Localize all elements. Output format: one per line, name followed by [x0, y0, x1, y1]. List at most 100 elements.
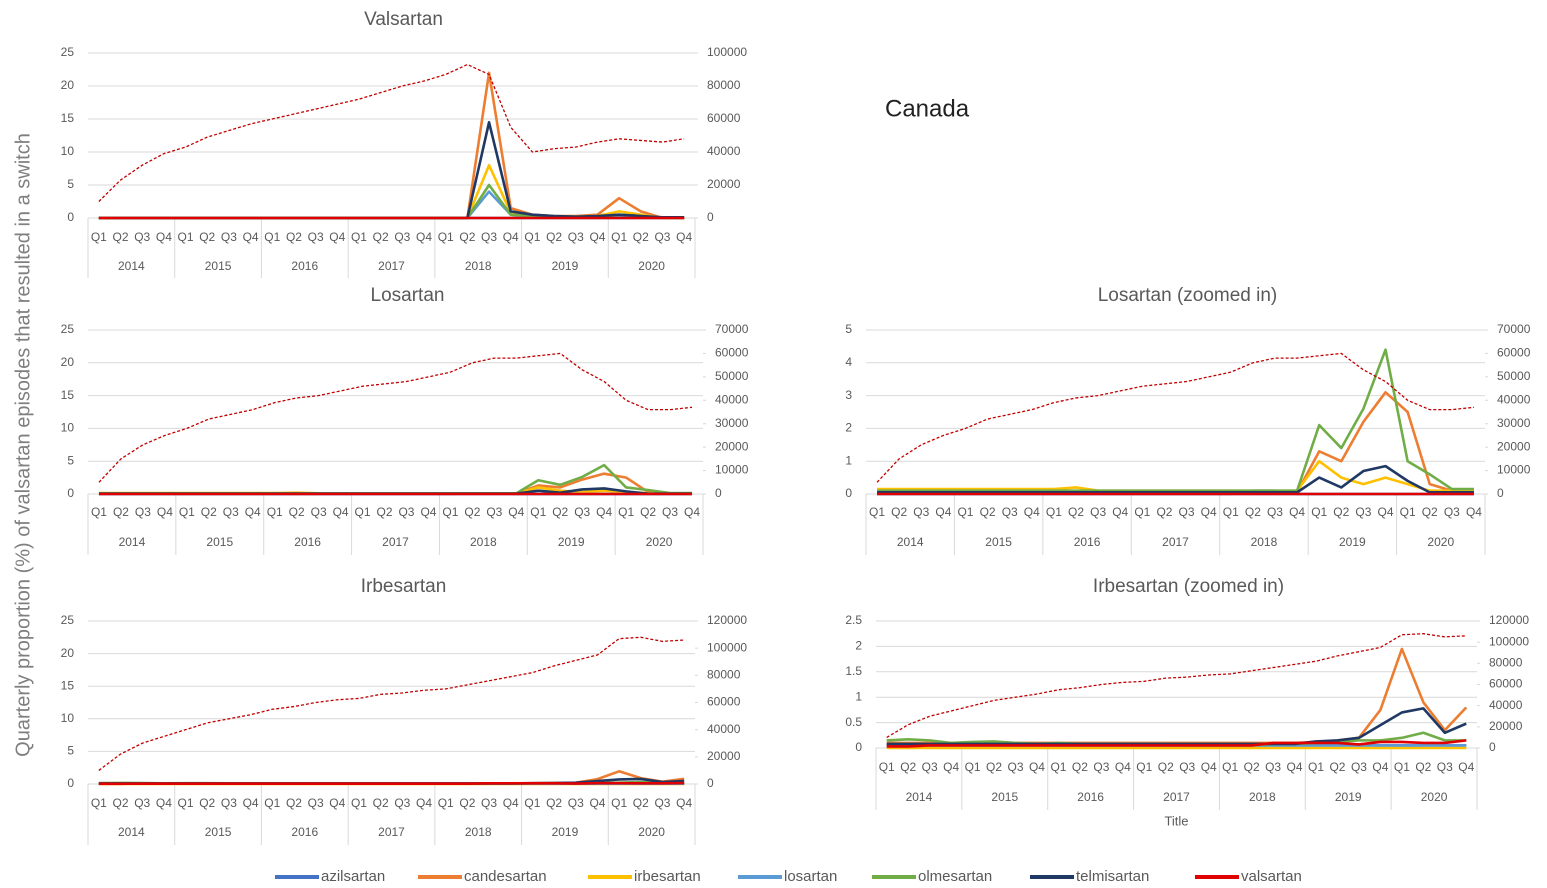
x-tick-label: Q1: [611, 230, 627, 244]
x-tick-label: Q1: [355, 505, 371, 519]
legend-label: valsartan: [1241, 868, 1302, 885]
y-tick-label: 5: [67, 453, 74, 467]
year-label: 2016: [291, 825, 318, 839]
x-tick-label: Q4: [1372, 760, 1388, 774]
y2-tick-label: 20000: [707, 177, 741, 191]
x-tick-label: Q4: [503, 230, 519, 244]
x-tick-label: Q2: [464, 505, 480, 519]
year-label: 2016: [1077, 790, 1104, 804]
year-label: 2015: [205, 825, 232, 839]
x-tick-label: Q1: [869, 505, 885, 519]
x-tick-label: Q1: [179, 505, 195, 519]
x-tick-label: Q2: [459, 796, 475, 810]
year-label: 2014: [118, 825, 145, 839]
y2-tick-label: 0: [1497, 486, 1504, 500]
y-tick-label: 10: [61, 711, 75, 725]
year-label: 2020: [646, 535, 673, 549]
x-tick-label: Q3: [1355, 505, 1371, 519]
x-tick-label: Q4: [503, 796, 519, 810]
x-tick-label: Q3: [1002, 505, 1018, 519]
year-label: 2020: [1427, 535, 1454, 549]
y2-tick-label: 0: [715, 486, 722, 500]
y2-tick-label: 60000: [1489, 677, 1523, 691]
y2-tick-label: 70000: [1497, 322, 1531, 336]
y2-tick-label: 40000: [1497, 392, 1531, 406]
x-tick-label: Q2: [1068, 505, 1084, 519]
x-tick-label: Q1: [1046, 505, 1062, 519]
x-tick-label: Q3: [308, 230, 324, 244]
year-label: 2019: [552, 259, 579, 273]
x-tick-label: Q1: [957, 505, 973, 519]
x-tick-label: Q1: [351, 230, 367, 244]
x-tick-label: Q3: [1265, 760, 1281, 774]
x-tick-label: Q4: [1466, 505, 1482, 519]
y-tick-label: 0.5: [845, 715, 862, 729]
x-tick-label: Q3: [1090, 505, 1106, 519]
x-tick-label: Q2: [900, 760, 916, 774]
x-tick-label: Q1: [442, 505, 458, 519]
x-tick-label: Q4: [157, 505, 173, 519]
chart-title: Irbesartan: [361, 576, 447, 597]
year-label: 2017: [378, 259, 405, 273]
series-line: [877, 348, 1474, 493]
x-tick-label: Q1: [91, 796, 107, 810]
y2-tick-label: 60000: [707, 111, 741, 125]
y2-tick-label: 80000: [707, 668, 741, 682]
y-tick-label: 0: [67, 210, 74, 224]
x-tick-label: Q4: [1112, 505, 1128, 519]
x-tick-label: Q3: [654, 796, 670, 810]
chart-title: Valsartan: [364, 9, 443, 30]
x-tick-label: Q3: [662, 505, 678, 519]
x-tick-label: Q4: [676, 230, 692, 244]
series-line: [886, 707, 1467, 746]
y2-tick-label: 30000: [715, 416, 749, 430]
x-tick-label: Q2: [201, 505, 217, 519]
x-tick-label: Q4: [943, 760, 959, 774]
y-tick-label: 10: [61, 421, 75, 435]
x-tick-label: Q1: [178, 796, 194, 810]
x-tick-label: Q2: [377, 505, 393, 519]
x-tick-label: Q2: [1333, 505, 1349, 519]
x-tick-label: Q2: [1072, 760, 1088, 774]
x-tick-label: Q4: [329, 230, 345, 244]
x-tick-label: Q4: [1201, 760, 1217, 774]
y2-tick-label: 20000: [715, 439, 749, 453]
y-tick-label: 2.5: [845, 613, 862, 627]
legend-label: irbesartan: [634, 868, 701, 885]
x-tick-label: Q3: [654, 230, 670, 244]
year-label: 2016: [291, 259, 318, 273]
year-label: 2018: [465, 259, 492, 273]
x-tick-label: Q2: [980, 505, 996, 519]
series-line: [98, 781, 685, 786]
y-tick-label: 25: [61, 45, 75, 59]
year-label: 2015: [206, 535, 233, 549]
x-tick-label: Q3: [1267, 505, 1283, 519]
y2-tick-label: 40000: [1489, 698, 1523, 712]
series-line: [886, 739, 1467, 748]
y-tick-label: 0: [67, 776, 74, 790]
x-tick-label: Q1: [1223, 505, 1239, 519]
x-tick-label: Q1: [524, 230, 540, 244]
x-tick-label: Q3: [394, 796, 410, 810]
x-tick-label: Q3: [1444, 505, 1460, 519]
y2-tick-label: 60000: [715, 346, 749, 360]
y-tick-label: 1: [855, 689, 862, 703]
x-tick-label: Q3: [394, 230, 410, 244]
x-tick-label: Q1: [91, 230, 107, 244]
x-tick-label: Q4: [329, 796, 345, 810]
y2-tick-label: 40000: [707, 722, 741, 736]
x-tick-label: Q4: [508, 505, 524, 519]
x-tick-label: Q1: [178, 230, 194, 244]
x-tick-label: Q4: [156, 796, 172, 810]
x-tick-label: Q1: [879, 760, 895, 774]
x-tick-label: Q4: [156, 230, 172, 244]
y2-tick-label: 120000: [707, 613, 747, 627]
year-label: 2017: [1163, 790, 1190, 804]
x-tick-label: Q1: [264, 796, 280, 810]
x-tick-label: Q4: [1378, 505, 1394, 519]
legend-label: losartan: [784, 868, 837, 885]
y2-tick-label: 20000: [707, 749, 741, 763]
x-tick-label: Q2: [199, 796, 215, 810]
x-tick-label: Q3: [398, 505, 414, 519]
